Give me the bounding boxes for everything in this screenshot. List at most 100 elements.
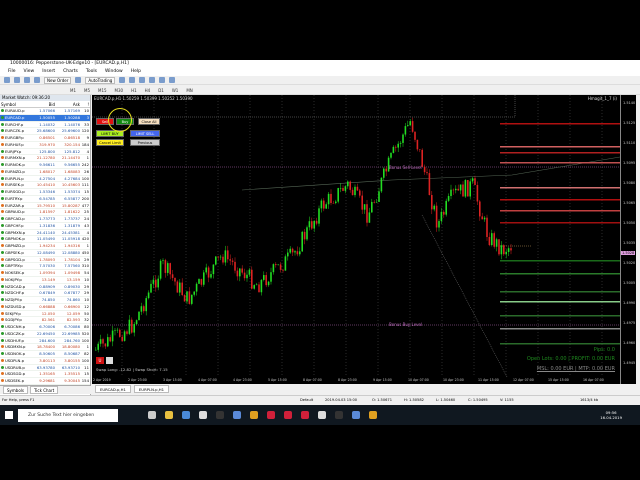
new-chart-icon[interactable]	[4, 77, 10, 83]
symbol-row[interactable]: GBPSEK.p 12.08490 12.08880 450	[0, 250, 90, 257]
price-chart[interactable]: EURCAD.p,H1 1.50259 1.50399 1.50252 1.50…	[92, 95, 620, 384]
column-header[interactable]: Symbol	[1, 102, 16, 107]
symbol-row[interactable]: SGDJPY.p 82.561 82.593 32	[0, 317, 90, 324]
snipping-icon[interactable]	[369, 411, 377, 419]
symbol-row[interactable]: USDRUB.p 63.93780 63.93710 11	[0, 365, 90, 372]
menu-window[interactable]: Window	[104, 69, 123, 74]
symbol-row[interactable]: EURMXN.p 21.12780 21.14470 1	[0, 155, 90, 162]
symbol-row[interactable]: EURZAR.p 15.79510 15.80287 477	[0, 203, 90, 210]
calculator-icon[interactable]	[216, 411, 224, 419]
previous-button[interactable]: Previous	[130, 139, 160, 146]
market-watch-icon[interactable]	[24, 77, 30, 83]
timeframe-w1[interactable]: W1	[171, 87, 179, 93]
chart-tab[interactable]: EURPLN.p,H1	[133, 385, 170, 393]
tab-symbols[interactable]: Symbols	[3, 386, 28, 394]
symbol-row[interactable]: USDMXN.p 18.78400 18.80080 1	[0, 344, 90, 351]
u-icon[interactable]: U	[96, 357, 104, 364]
profiles-icon[interactable]	[14, 77, 20, 83]
store-icon[interactable]	[182, 411, 190, 419]
symbol-row[interactable]: GBPCAD.p 1.73773 1.73737 24	[0, 216, 90, 223]
symbol-row[interactable]: EURAUD.p 1.57066 1.57169 10	[0, 108, 90, 115]
chrome-icon[interactable]	[250, 411, 258, 419]
symbol-row[interactable]: USDHUF.p 284.600 284.760 100	[0, 338, 90, 345]
column-header[interactable]: Bid	[48, 102, 55, 107]
menu-view[interactable]: View	[23, 69, 35, 74]
tab-tick-chart[interactable]: Tick Chart	[29, 386, 59, 394]
timeframe-d1[interactable]: D1	[158, 87, 164, 93]
chart-tab[interactable]: EURCAD.p,H1	[95, 385, 131, 393]
symbol-row[interactable]: EURSGD.p 1.53346 1.53374 15	[0, 189, 90, 196]
symbol-row[interactable]: EURSEK.p 10.45410 10.45603 111	[0, 182, 90, 189]
autotrading-button[interactable]: AutoTrading	[85, 76, 116, 84]
column-header[interactable]: !	[87, 102, 89, 107]
symbol-row[interactable]: GBPAUD.p 1.81597 1.81622 25	[0, 209, 90, 216]
symbol-row[interactable]: USDNOK.p 8.50605 8.50687 82	[0, 351, 90, 358]
task-view-icon[interactable]	[148, 411, 156, 419]
symbol-row[interactable]: NZDUSD.p 0.66888 0.66900 12	[0, 304, 90, 311]
symbol-row[interactable]: EURHUF.p 319.970 320.154 184	[0, 142, 90, 149]
timeframe-m15[interactable]: M15	[98, 87, 107, 93]
symbol-row[interactable]: GBPCHF.p 1.31836 1.31879 43	[0, 223, 90, 230]
recorder-icon[interactable]	[352, 411, 360, 419]
new-order-button[interactable]: New Order	[44, 76, 72, 84]
symbol-row[interactable]: EURCAD.p 1.50055 1.50288 3	[0, 114, 90, 122]
zoom-in-icon[interactable]	[149, 77, 156, 83]
navigator-icon[interactable]	[34, 77, 40, 83]
tile-icon[interactable]	[169, 77, 176, 83]
symbol-row[interactable]: EURNOK.p 9.56611 9.56655 242	[0, 162, 90, 169]
taskbar-search[interactable]: Zur Suche Text hier eingeben	[18, 408, 118, 422]
app-icon[interactable]	[233, 411, 241, 419]
candle-chart-icon[interactable]	[129, 77, 136, 83]
symbol-row[interactable]: EURCHF.p 1.14032 1.14076 33	[0, 122, 90, 129]
symbol-row[interactable]: EURNZD.p 1.68017 1.68083 26	[0, 169, 90, 176]
symbol-row[interactable]: NZDCAD.p 0.88909 0.89030 29	[0, 284, 90, 291]
symbol-row[interactable]: USDPLN.p 3.80113 3.80155 100	[0, 358, 90, 365]
symbol-row[interactable]: EURJPY.p 125.800 125.812 4	[0, 149, 90, 156]
meta-editor-icon[interactable]	[75, 77, 82, 83]
timeframe-m5[interactable]: M5	[84, 87, 90, 93]
windows-start-icon[interactable]	[5, 411, 13, 419]
timeframe-h4[interactable]: H4	[144, 87, 151, 93]
pepperstone-mt4-1-icon[interactable]	[267, 411, 275, 419]
symbol-row[interactable]: USDCZK.p 22.69450 22.69985 520	[0, 331, 90, 338]
symbol-row[interactable]: NZDJPY.p 74.850 74.860 10	[0, 297, 90, 304]
menu-file[interactable]: File	[8, 69, 16, 74]
symbol-row[interactable]: GBPTRY.p 7.57030 7.57560 310	[0, 263, 90, 270]
symbol-row[interactable]: EURGBP.p 0.86501 0.86518 9	[0, 135, 90, 142]
pepperstone-mt4-2-icon[interactable]	[284, 411, 292, 419]
file-explorer-icon[interactable]	[165, 411, 173, 419]
symbol-row[interactable]: GBPNOK.p 11.05490 11.05918 420	[0, 236, 90, 243]
symbol-row[interactable]: NOKSEK.p 1.09394 1.09498 54	[0, 270, 90, 277]
symbol-row[interactable]: GBPSGD.p 1.78093 1.78104 29	[0, 257, 90, 264]
symbol-row[interactable]: SEKJPY.p 12.050 12.059 50	[0, 311, 90, 318]
pepperstone-mt4-3-icon[interactable]	[301, 411, 309, 419]
symbol-row[interactable]: EURCZK.p 25.68600 25.69600 120	[0, 128, 90, 135]
menu-tools[interactable]: Tools	[85, 69, 97, 74]
settings-icon[interactable]	[106, 357, 113, 364]
menu-help[interactable]: Help	[130, 69, 141, 74]
mail-icon[interactable]	[199, 411, 207, 419]
symbol-row[interactable]: USDSEK.p 9.29681 9.30045 154	[0, 378, 90, 385]
symbol-row[interactable]: EURTRY.p 6.54785 6.55877 200	[0, 196, 90, 203]
limit-sell-button[interactable]: LIMIT SELL	[130, 130, 160, 137]
timeframe-m1[interactable]: M1	[70, 87, 76, 93]
column-header[interactable]: Ask	[72, 102, 80, 107]
timeframe-m30[interactable]: M30	[114, 87, 124, 93]
menu-charts[interactable]: Charts	[63, 69, 78, 74]
line-chart-icon[interactable]	[139, 77, 146, 83]
symbol-row[interactable]: NOKJPY.p 13.149 13.159 10	[0, 277, 90, 284]
paint-icon[interactable]	[318, 411, 326, 419]
timeframe-h1[interactable]: H1	[131, 87, 137, 93]
symbol-row[interactable]: USDSGD.p 1.35165 1.35515 15	[0, 371, 90, 378]
zoom-out-icon[interactable]	[159, 77, 166, 83]
close-all-button[interactable]: Close All	[138, 118, 160, 125]
cancel-limit-button[interactable]: Cancel Limit	[96, 139, 124, 146]
timeframe-mn[interactable]: MN	[186, 87, 193, 93]
symbol-row[interactable]: USDCNH.p 6.70006 6.70086 80	[0, 324, 90, 331]
symbol-row[interactable]: GBPMXN.p 24.41140 24.45381 4	[0, 230, 90, 237]
symbol-row[interactable]: NZDCHF.p 0.67849 0.67877 29	[0, 290, 90, 297]
menu-insert[interactable]: Insert	[42, 69, 56, 74]
notes-icon[interactable]	[335, 411, 343, 419]
bar-chart-icon[interactable]	[119, 77, 126, 83]
symbol-row[interactable]: GBPNZD.p 1.94234 1.94316 1	[0, 243, 90, 250]
